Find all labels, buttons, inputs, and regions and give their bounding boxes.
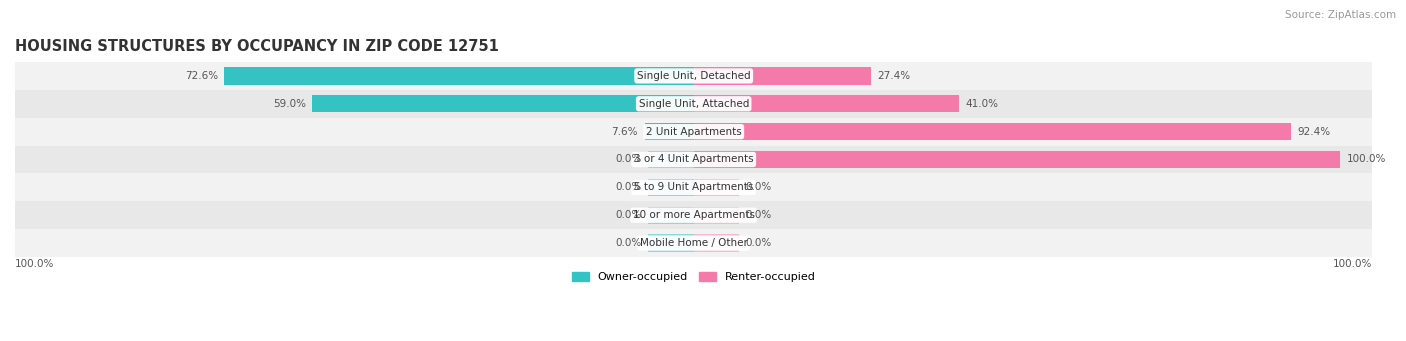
Bar: [693, 207, 740, 224]
Text: 10 or more Apartments: 10 or more Apartments: [633, 210, 755, 220]
Text: 0.0%: 0.0%: [745, 182, 772, 192]
Text: 0.0%: 0.0%: [616, 182, 643, 192]
Bar: [693, 95, 959, 113]
Text: Single Unit, Detached: Single Unit, Detached: [637, 71, 751, 81]
Text: 41.0%: 41.0%: [965, 99, 998, 109]
Bar: [693, 67, 870, 85]
Text: 59.0%: 59.0%: [273, 99, 307, 109]
Bar: [225, 67, 693, 85]
Text: 0.0%: 0.0%: [745, 238, 772, 248]
Text: 2 Unit Apartments: 2 Unit Apartments: [645, 127, 741, 137]
Text: 27.4%: 27.4%: [877, 71, 910, 81]
Bar: [648, 179, 693, 196]
Bar: [693, 151, 1340, 168]
Text: 92.4%: 92.4%: [1298, 127, 1330, 137]
Bar: [648, 207, 693, 224]
Text: Single Unit, Attached: Single Unit, Attached: [638, 99, 749, 109]
Text: 5 to 9 Unit Apartments: 5 to 9 Unit Apartments: [634, 182, 754, 192]
Legend: Owner-occupied, Renter-occupied: Owner-occupied, Renter-occupied: [568, 267, 820, 286]
Bar: [15, 201, 1372, 229]
Bar: [693, 235, 740, 252]
Bar: [648, 151, 693, 168]
Text: HOUSING STRUCTURES BY OCCUPANCY IN ZIP CODE 12751: HOUSING STRUCTURES BY OCCUPANCY IN ZIP C…: [15, 39, 499, 54]
Bar: [693, 179, 740, 196]
Bar: [648, 235, 693, 252]
Bar: [15, 62, 1372, 90]
Text: 72.6%: 72.6%: [184, 71, 218, 81]
Bar: [312, 95, 693, 113]
Bar: [15, 229, 1372, 257]
Bar: [15, 146, 1372, 174]
Text: 0.0%: 0.0%: [616, 210, 643, 220]
Text: 100.0%: 100.0%: [1333, 259, 1372, 269]
Bar: [644, 123, 693, 140]
Bar: [15, 90, 1372, 118]
Text: Mobile Home / Other: Mobile Home / Other: [640, 238, 748, 248]
Text: 100.0%: 100.0%: [15, 259, 55, 269]
Bar: [15, 118, 1372, 146]
Text: 0.0%: 0.0%: [616, 154, 643, 164]
Bar: [15, 174, 1372, 201]
Text: 0.0%: 0.0%: [616, 238, 643, 248]
Text: 0.0%: 0.0%: [745, 210, 772, 220]
Text: 100.0%: 100.0%: [1347, 154, 1386, 164]
Bar: [693, 123, 1291, 140]
Text: Source: ZipAtlas.com: Source: ZipAtlas.com: [1285, 10, 1396, 20]
Text: 3 or 4 Unit Apartments: 3 or 4 Unit Apartments: [634, 154, 754, 164]
Text: 7.6%: 7.6%: [612, 127, 638, 137]
